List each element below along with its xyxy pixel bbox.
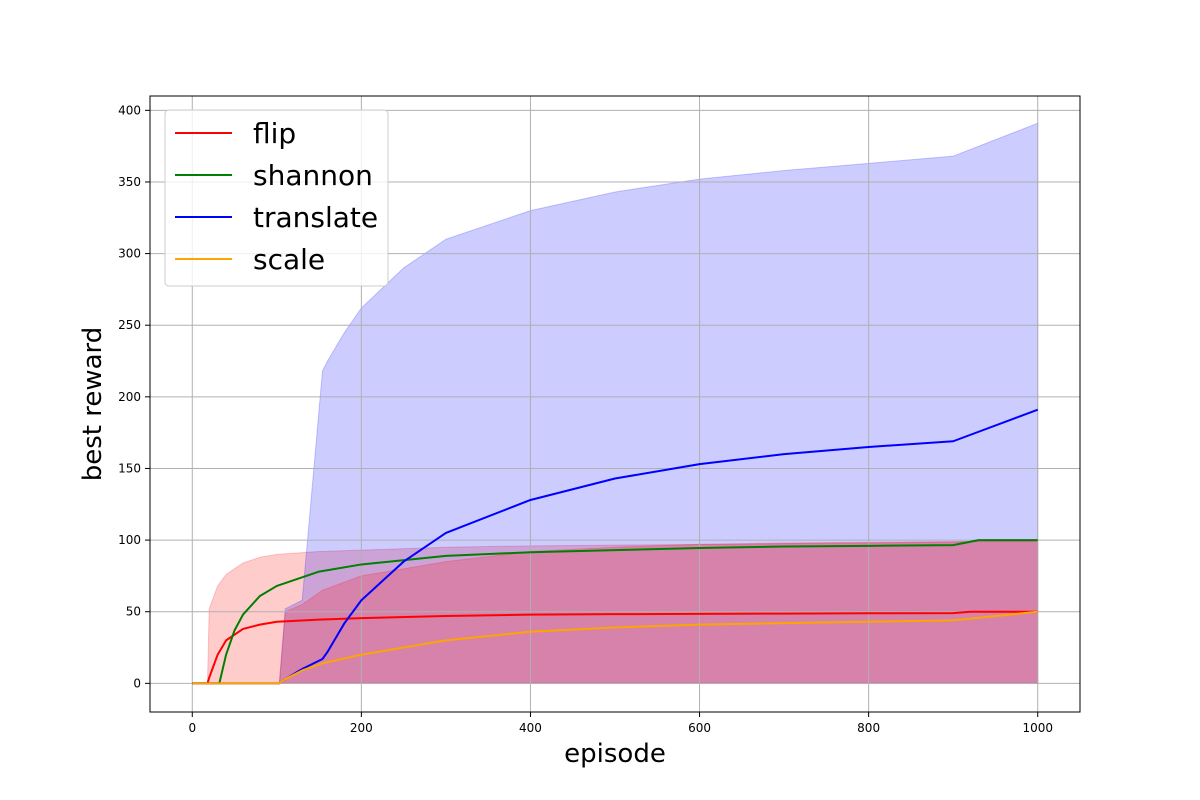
series-line-flip	[192, 610, 1038, 685]
legend-label-translate: translate	[253, 201, 378, 234]
legend-box	[164, 109, 389, 287]
legend-label-flip: flip	[253, 117, 296, 150]
y-axis-ticks: 0 50 100 150 200 250 300 350 400	[118, 103, 150, 690]
y-axis-label: best reward	[78, 327, 108, 482]
x-tick-label: 800	[857, 721, 880, 735]
x-tick-label: 0	[188, 721, 196, 735]
legend: flip shannon translate scale	[164, 109, 389, 287]
y-tick-label: 300	[118, 247, 141, 261]
x-axis-ticks: 0 200 400 600 800 1000	[188, 712, 1053, 735]
x-tick-label: 400	[519, 721, 542, 735]
legend-label-scale: scale	[253, 243, 325, 276]
series-lines	[192, 408, 1039, 685]
series-line-shannon	[192, 539, 1038, 685]
x-tick-label: 1000	[1022, 721, 1053, 735]
series-line-scale	[192, 610, 1038, 685]
y-tick-label: 250	[118, 318, 141, 332]
y-tick-label: 0	[133, 676, 141, 690]
x-tick-label: 600	[688, 721, 711, 735]
x-tick-label: 200	[350, 721, 373, 735]
y-tick-label: 350	[118, 175, 141, 189]
y-tick-label: 100	[118, 533, 141, 547]
plot-frame	[149, 95, 1081, 713]
x-axis-label: episode	[564, 739, 666, 769]
y-tick-label: 400	[118, 103, 141, 117]
y-tick-label: 150	[118, 461, 141, 475]
y-tick-label: 200	[118, 390, 141, 404]
y-tick-label: 50	[126, 605, 141, 619]
legend-label-shannon: shannon	[253, 159, 373, 192]
